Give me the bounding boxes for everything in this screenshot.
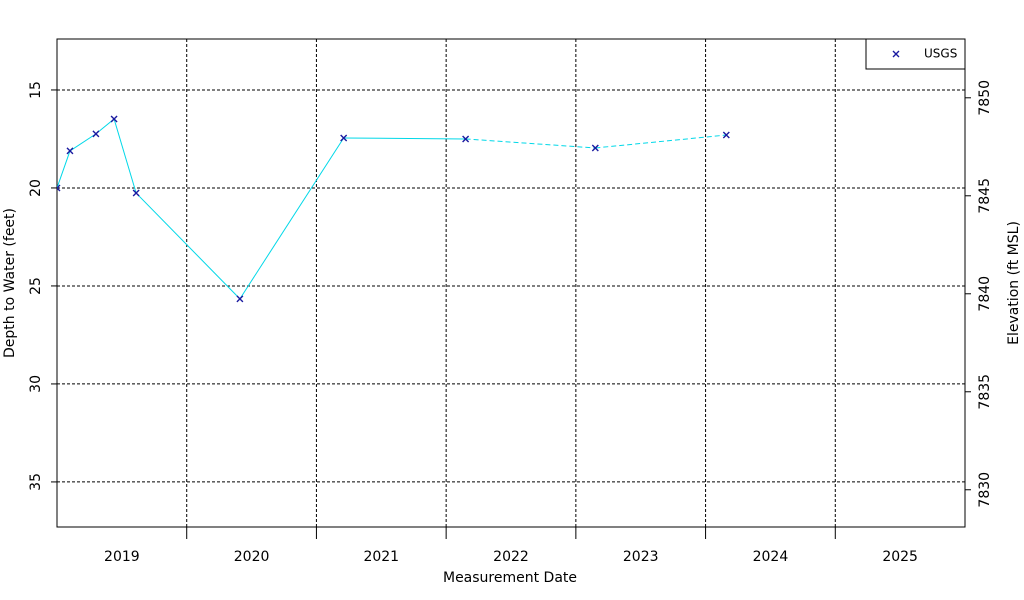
plot-frame [56,38,966,528]
series-line [69,133,97,152]
data-point [340,134,348,142]
y2-tick-label: 7835 [977,374,993,410]
y2-tick-label: 7830 [977,472,993,508]
data-point [57,184,61,192]
series-line [465,138,596,149]
data-point [462,135,470,143]
y-tick-label: 30 [28,375,44,393]
data-point [722,131,730,139]
series-line [343,137,466,140]
data-point [92,130,100,138]
x-tick-label: 2021 [363,549,399,565]
series-line [239,137,345,300]
y-tick-label: 15 [28,81,44,99]
data-point [110,115,118,123]
data-point [591,144,599,152]
x-axis-label: Measurement Date [443,570,577,586]
x-tick-label: 2024 [753,549,789,565]
x-tick-label: 2022 [493,549,529,565]
data-point [236,295,244,303]
legend-box [865,38,966,70]
series-line [113,118,137,194]
y2-tick-label: 7845 [977,178,993,214]
y2-tick-label: 7840 [977,276,993,312]
legend-marker [892,50,900,58]
data-point [66,147,74,155]
x-tick-label: 2023 [623,549,659,565]
y-axis-label: Depth to Water (feet) [2,208,18,358]
y-tick-label: 20 [28,179,44,197]
x-tick-label: 2019 [104,549,140,565]
y2-axis-label: Elevation (ft MSL) [1006,221,1022,345]
x-tick-label: 2020 [234,549,270,565]
y2-tick-label: 7850 [977,80,993,116]
series-line [135,192,241,300]
plot-area [57,115,730,303]
y-tick-label: 25 [28,277,44,295]
series-line [57,150,71,189]
legend-label: USGS [924,47,957,61]
data-point [132,189,140,197]
y-tick-label: 35 [28,473,44,491]
series-line [595,134,727,149]
x-tick-label: 2025 [882,549,918,565]
